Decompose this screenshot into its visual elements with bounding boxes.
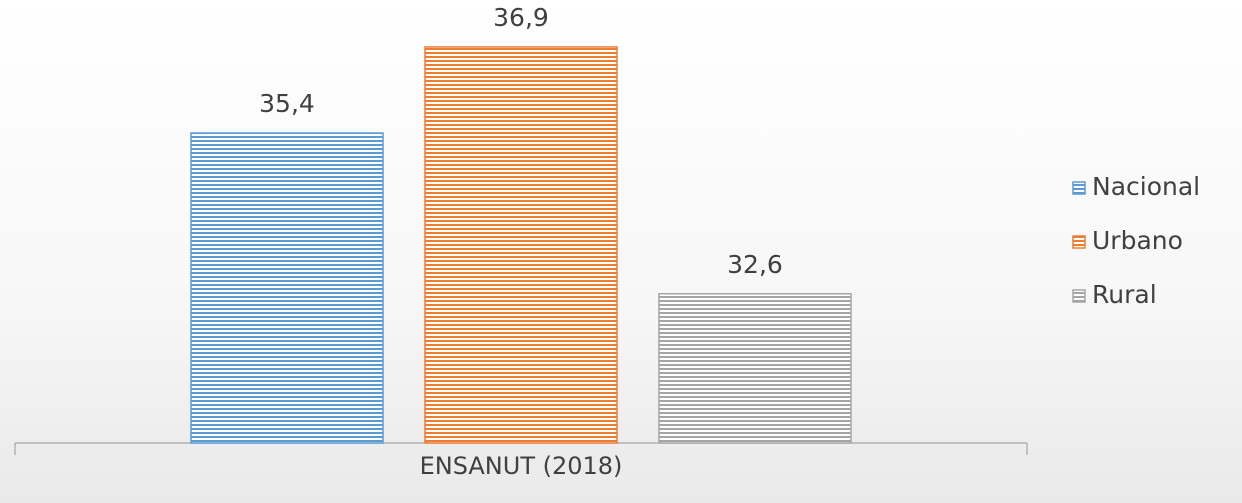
x-tick-label: ENSANUT (2018) (420, 452, 623, 480)
data-label: 35,4 (259, 89, 315, 118)
legend-swatch (1072, 181, 1086, 195)
legend-label: Urbano (1092, 226, 1183, 255)
legend-swatch (1072, 235, 1086, 249)
legend-label: Nacional (1092, 172, 1200, 201)
data-label: 32,6 (727, 250, 783, 279)
legend-swatch (1072, 289, 1086, 303)
data-label: 36,9 (493, 3, 549, 32)
bar (424, 46, 618, 444)
bar (658, 293, 852, 444)
bar (190, 132, 384, 444)
legend-label: Rural (1092, 280, 1157, 309)
